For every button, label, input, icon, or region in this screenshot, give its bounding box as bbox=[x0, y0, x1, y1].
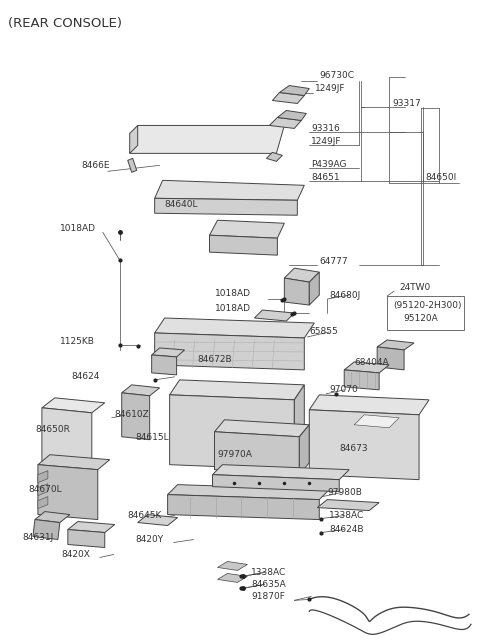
Text: 1249JF: 1249JF bbox=[312, 137, 342, 146]
Polygon shape bbox=[138, 515, 178, 526]
Polygon shape bbox=[277, 110, 306, 121]
Polygon shape bbox=[254, 310, 294, 321]
Text: 1338AC: 1338AC bbox=[329, 511, 364, 520]
Polygon shape bbox=[210, 221, 284, 238]
Text: 1338AC: 1338AC bbox=[252, 568, 287, 577]
Text: 84680J: 84680J bbox=[329, 290, 360, 299]
Text: 96730C: 96730C bbox=[319, 71, 354, 80]
Polygon shape bbox=[169, 380, 304, 400]
Polygon shape bbox=[168, 485, 329, 499]
Polygon shape bbox=[35, 512, 70, 522]
Polygon shape bbox=[38, 497, 48, 508]
Text: (95120-2H300): (95120-2H300) bbox=[393, 301, 462, 310]
Polygon shape bbox=[215, 432, 300, 474]
Polygon shape bbox=[213, 465, 349, 479]
Polygon shape bbox=[213, 474, 339, 492]
Polygon shape bbox=[128, 158, 137, 172]
Polygon shape bbox=[284, 278, 309, 305]
Text: 24TW0: 24TW0 bbox=[399, 283, 431, 292]
Polygon shape bbox=[309, 272, 319, 305]
Polygon shape bbox=[377, 347, 404, 370]
Polygon shape bbox=[294, 385, 304, 470]
Text: 84640L: 84640L bbox=[165, 200, 198, 209]
Polygon shape bbox=[155, 198, 297, 215]
Text: 1018AD: 1018AD bbox=[215, 288, 251, 297]
Text: 1018AD: 1018AD bbox=[60, 224, 96, 233]
Polygon shape bbox=[317, 499, 379, 511]
Polygon shape bbox=[344, 370, 379, 390]
Text: P439AG: P439AG bbox=[312, 160, 347, 169]
Text: 84650R: 84650R bbox=[35, 425, 70, 434]
Text: 84624: 84624 bbox=[72, 372, 100, 381]
Text: 84624B: 84624B bbox=[329, 525, 364, 534]
Bar bbox=[387, 296, 464, 330]
Polygon shape bbox=[169, 395, 294, 470]
Text: 1125KB: 1125KB bbox=[60, 337, 95, 346]
Polygon shape bbox=[38, 465, 98, 520]
Polygon shape bbox=[284, 268, 319, 282]
Polygon shape bbox=[266, 153, 282, 162]
Polygon shape bbox=[155, 318, 314, 338]
Text: 97070: 97070 bbox=[329, 385, 358, 394]
Polygon shape bbox=[377, 340, 414, 350]
Polygon shape bbox=[279, 85, 309, 96]
Polygon shape bbox=[122, 393, 150, 440]
Polygon shape bbox=[42, 408, 92, 470]
Polygon shape bbox=[309, 410, 419, 479]
Text: 68404A: 68404A bbox=[354, 358, 389, 367]
Polygon shape bbox=[168, 495, 319, 520]
Text: 84635A: 84635A bbox=[252, 580, 286, 589]
Text: 97970A: 97970A bbox=[217, 450, 252, 459]
Text: 93317: 93317 bbox=[392, 99, 421, 108]
Polygon shape bbox=[152, 355, 177, 375]
Polygon shape bbox=[344, 362, 389, 373]
Text: 97980B: 97980B bbox=[327, 488, 362, 497]
Text: 84670L: 84670L bbox=[28, 485, 61, 494]
Text: 8420Y: 8420Y bbox=[136, 535, 164, 544]
Polygon shape bbox=[152, 348, 185, 357]
Polygon shape bbox=[269, 117, 301, 128]
Polygon shape bbox=[272, 92, 304, 103]
Polygon shape bbox=[300, 425, 309, 474]
Polygon shape bbox=[309, 395, 429, 415]
Polygon shape bbox=[42, 398, 105, 413]
Text: 91870F: 91870F bbox=[252, 592, 285, 601]
Polygon shape bbox=[155, 333, 304, 370]
Text: 84651: 84651 bbox=[312, 173, 340, 182]
Text: 1018AD: 1018AD bbox=[215, 304, 251, 313]
Text: 84610Z: 84610Z bbox=[115, 410, 149, 419]
Text: 84631J: 84631J bbox=[22, 533, 53, 542]
Text: 1249JF: 1249JF bbox=[315, 84, 346, 93]
Polygon shape bbox=[38, 470, 48, 483]
Text: 84615L: 84615L bbox=[136, 433, 169, 442]
Text: 8466E: 8466E bbox=[82, 161, 110, 170]
Text: 84672B: 84672B bbox=[198, 355, 232, 365]
Text: (REAR CONSOLE): (REAR CONSOLE) bbox=[8, 17, 122, 29]
Text: 84645K: 84645K bbox=[128, 511, 162, 520]
Text: 65855: 65855 bbox=[309, 328, 338, 337]
Polygon shape bbox=[354, 415, 399, 428]
Text: 64777: 64777 bbox=[319, 256, 348, 265]
Polygon shape bbox=[217, 562, 248, 570]
Polygon shape bbox=[122, 385, 160, 396]
Polygon shape bbox=[38, 483, 48, 495]
Polygon shape bbox=[155, 180, 304, 200]
Text: 84673: 84673 bbox=[339, 444, 368, 453]
Text: 95120A: 95120A bbox=[403, 313, 438, 322]
Polygon shape bbox=[217, 574, 248, 583]
Polygon shape bbox=[130, 126, 284, 153]
Polygon shape bbox=[130, 126, 138, 153]
Polygon shape bbox=[68, 522, 115, 533]
Polygon shape bbox=[215, 420, 309, 437]
Polygon shape bbox=[38, 454, 110, 470]
Polygon shape bbox=[33, 520, 60, 540]
Text: 93316: 93316 bbox=[312, 124, 340, 133]
Text: 8420X: 8420X bbox=[62, 550, 91, 559]
Text: 84650I: 84650I bbox=[425, 173, 456, 182]
Polygon shape bbox=[68, 529, 105, 547]
Polygon shape bbox=[210, 235, 277, 255]
